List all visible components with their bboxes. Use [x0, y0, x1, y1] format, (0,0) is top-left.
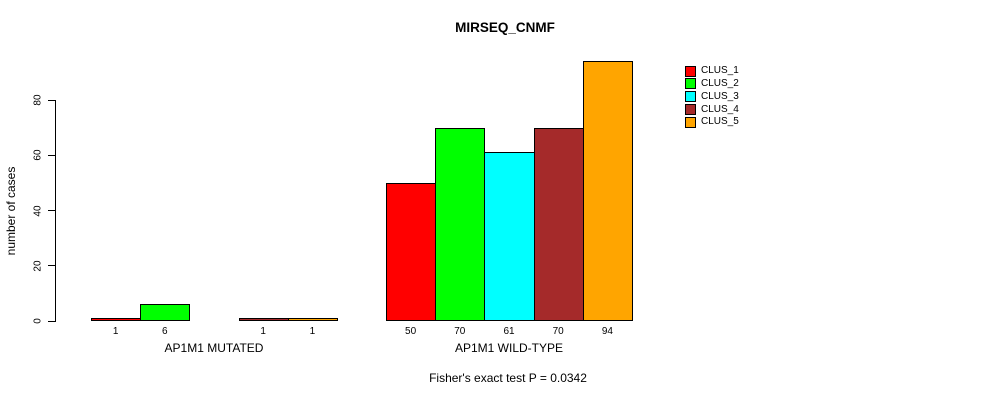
y-axis-line — [55, 100, 56, 322]
bar-value-label: 6 — [162, 326, 168, 337]
legend: CLUS_1 CLUS_2 CLUS_3 CLUS_4 CLUS_5 — [685, 65, 739, 128]
y-tick — [48, 265, 55, 267]
bar — [435, 127, 486, 321]
bar-value-label: 94 — [601, 326, 613, 337]
y-tick — [48, 210, 55, 211]
bar-value-label: 70 — [552, 326, 564, 337]
legend-swatch — [685, 104, 696, 116]
bar-value-label: 1 — [112, 326, 119, 337]
group-label: AP1M1 WILD-TYPE — [454, 341, 564, 355]
group-label: AP1M1 MUTATED — [164, 341, 264, 355]
legend-row: CLUS_4 — [685, 103, 739, 116]
legend-label: CLUS_5 — [701, 116, 739, 128]
legend-swatch — [685, 65, 696, 77]
bar — [287, 318, 338, 321]
legend-row: CLUS_2 — [685, 77, 739, 90]
bar-value-label: 50 — [405, 326, 417, 337]
legend-row: CLUS_1 — [685, 65, 739, 77]
annotation-text: Fisher's exact test P = 0.0342 — [429, 371, 587, 385]
legend-swatch — [685, 78, 696, 90]
bar — [533, 127, 584, 321]
y-tick-label: 60 — [32, 149, 44, 161]
legend-row: CLUS_3 — [685, 90, 739, 103]
legend-swatch — [685, 91, 696, 103]
bar — [238, 318, 289, 321]
bar-value-label: 70 — [454, 326, 466, 337]
legend-label: CLUS_4 — [701, 103, 739, 115]
y-tick-label: 80 — [32, 94, 44, 106]
y-tick-label: 20 — [32, 260, 44, 272]
bar — [386, 182, 437, 321]
y-tick — [48, 99, 55, 101]
bar-value-label: 1 — [309, 326, 316, 337]
legend-label: CLUS_3 — [701, 90, 739, 102]
bar — [91, 318, 142, 321]
y-axis-label: number of cases — [4, 166, 18, 256]
bar — [582, 61, 633, 321]
y-tick — [48, 154, 55, 156]
y-tick-label: 40 — [32, 204, 44, 217]
chart-title: MIRSEQ_CNMF — [455, 20, 555, 35]
y-tick-label: 0 — [32, 318, 44, 324]
y-tick — [48, 320, 55, 322]
legend-label: CLUS_2 — [701, 77, 739, 89]
bar-value-label: 61 — [503, 326, 515, 337]
legend-row: CLUS_5 — [685, 116, 739, 128]
bar-value-label: 1 — [260, 326, 266, 337]
bar — [484, 152, 535, 321]
bar — [140, 304, 191, 321]
legend-label: CLUS_1 — [701, 65, 739, 77]
legend-swatch — [685, 116, 696, 128]
